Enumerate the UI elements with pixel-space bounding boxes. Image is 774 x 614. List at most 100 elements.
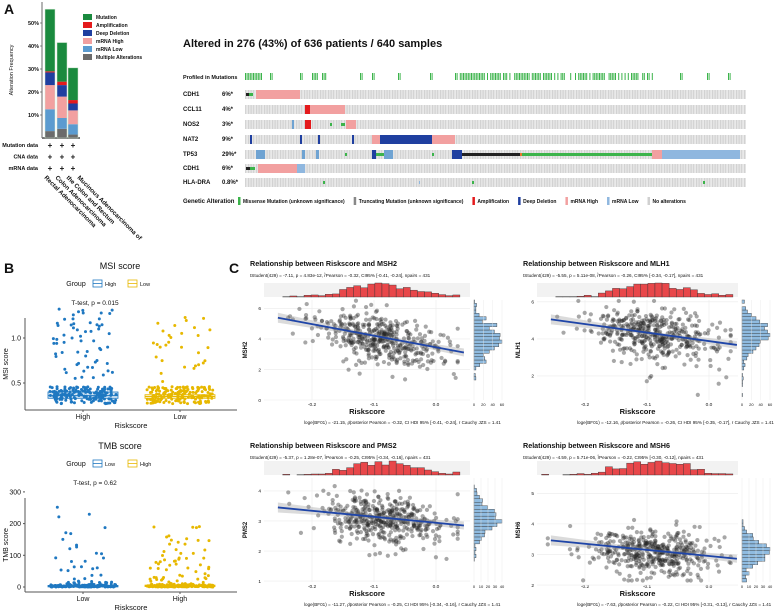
- legend-swatch: [565, 197, 568, 205]
- data-point: [644, 540, 649, 546]
- profiled-sample-mark: [471, 73, 472, 80]
- data-point: [106, 369, 110, 373]
- data-point: [350, 508, 355, 513]
- data-point: [377, 350, 382, 355]
- data-point: [684, 544, 689, 549]
- data-point: [411, 523, 416, 528]
- profiled-sample-mark: [618, 73, 620, 80]
- data-point: [91, 567, 95, 571]
- data-point: [378, 535, 383, 540]
- profiled-sample-mark: [487, 73, 488, 80]
- data-point: [639, 530, 644, 535]
- data-point: [383, 329, 388, 334]
- data-point: [352, 350, 357, 355]
- data-point: [680, 573, 685, 578]
- data-point: [353, 298, 359, 303]
- data-point: [646, 325, 651, 330]
- profiled-sample-mark: [300, 73, 301, 80]
- data-point: [683, 310, 689, 315]
- data-point: [633, 554, 638, 560]
- data-point: [700, 549, 705, 554]
- data-point: [640, 339, 645, 344]
- data-point: [310, 338, 315, 344]
- data-point: [394, 513, 399, 518]
- plot-title: TMB score: [98, 441, 142, 451]
- data-point: [377, 524, 382, 529]
- data-point: [664, 551, 669, 557]
- data-point: [365, 347, 370, 353]
- data-point: [688, 571, 693, 576]
- data-point: [376, 340, 381, 345]
- data-point: [76, 350, 80, 354]
- data-point: [674, 552, 679, 557]
- data-point: [702, 341, 707, 346]
- data-point: [403, 353, 408, 358]
- data-point: [201, 394, 205, 398]
- data-point: [362, 525, 367, 531]
- profiled-sample-mark: [254, 73, 256, 80]
- data-point: [632, 336, 637, 341]
- data-point: [455, 532, 460, 537]
- data-point: [343, 343, 348, 348]
- data-point: [79, 565, 83, 569]
- data-point: [624, 316, 629, 321]
- data-point: [675, 572, 680, 577]
- data-point: [655, 334, 660, 340]
- data-point: [375, 507, 380, 512]
- data-point: [113, 583, 117, 587]
- data-point: [416, 523, 421, 528]
- data-point: [387, 511, 393, 517]
- data-point: [648, 342, 654, 347]
- data-point: [348, 322, 353, 327]
- data-point: [384, 520, 390, 525]
- data-point: [362, 506, 367, 511]
- data-point: [582, 310, 587, 315]
- data-point: [691, 561, 697, 566]
- histogram-bar: [741, 536, 754, 541]
- histogram-bar: [445, 473, 454, 476]
- data-point: [654, 313, 659, 318]
- data-point: [405, 520, 410, 525]
- data-point: [611, 317, 616, 323]
- data-point: [365, 523, 371, 529]
- data-point: [411, 347, 416, 352]
- data-point: [631, 556, 636, 562]
- data-point: [424, 348, 429, 353]
- x-axis-label: Riskscore: [349, 589, 385, 598]
- data-point: [587, 560, 592, 565]
- data-point: [378, 351, 383, 357]
- data-point: [360, 336, 365, 342]
- data-point: [369, 520, 374, 526]
- data-point: [77, 580, 81, 584]
- data-point: [683, 547, 688, 553]
- data-point: [643, 538, 649, 544]
- data-point: [333, 334, 339, 340]
- data-point: [625, 323, 630, 328]
- data-point: [655, 555, 660, 560]
- data-point: [388, 332, 393, 338]
- data-point: [413, 520, 419, 526]
- data-point: [690, 540, 695, 546]
- profiled-sample-mark: [480, 73, 482, 80]
- data-point: [406, 512, 411, 517]
- alteration-segment: [300, 135, 302, 144]
- data-point: [338, 521, 343, 526]
- data-point: [683, 538, 688, 543]
- data-point: [413, 352, 418, 357]
- data-point: [638, 570, 643, 575]
- histogram-tick-label: 0: [741, 402, 744, 407]
- data-point: [622, 551, 628, 557]
- data-point: [197, 363, 201, 367]
- data-point: [388, 349, 393, 354]
- profiled-sample-mark: [621, 73, 623, 80]
- data-point: [192, 326, 196, 330]
- data-point: [373, 356, 379, 362]
- data-point: [347, 321, 352, 326]
- data-point: [406, 346, 411, 351]
- data-point: [357, 328, 363, 333]
- data-point: [364, 339, 369, 344]
- data-point: [154, 560, 158, 564]
- profiled-sample-mark: [642, 73, 644, 80]
- data-point: [77, 310, 81, 314]
- data-point: [412, 507, 417, 512]
